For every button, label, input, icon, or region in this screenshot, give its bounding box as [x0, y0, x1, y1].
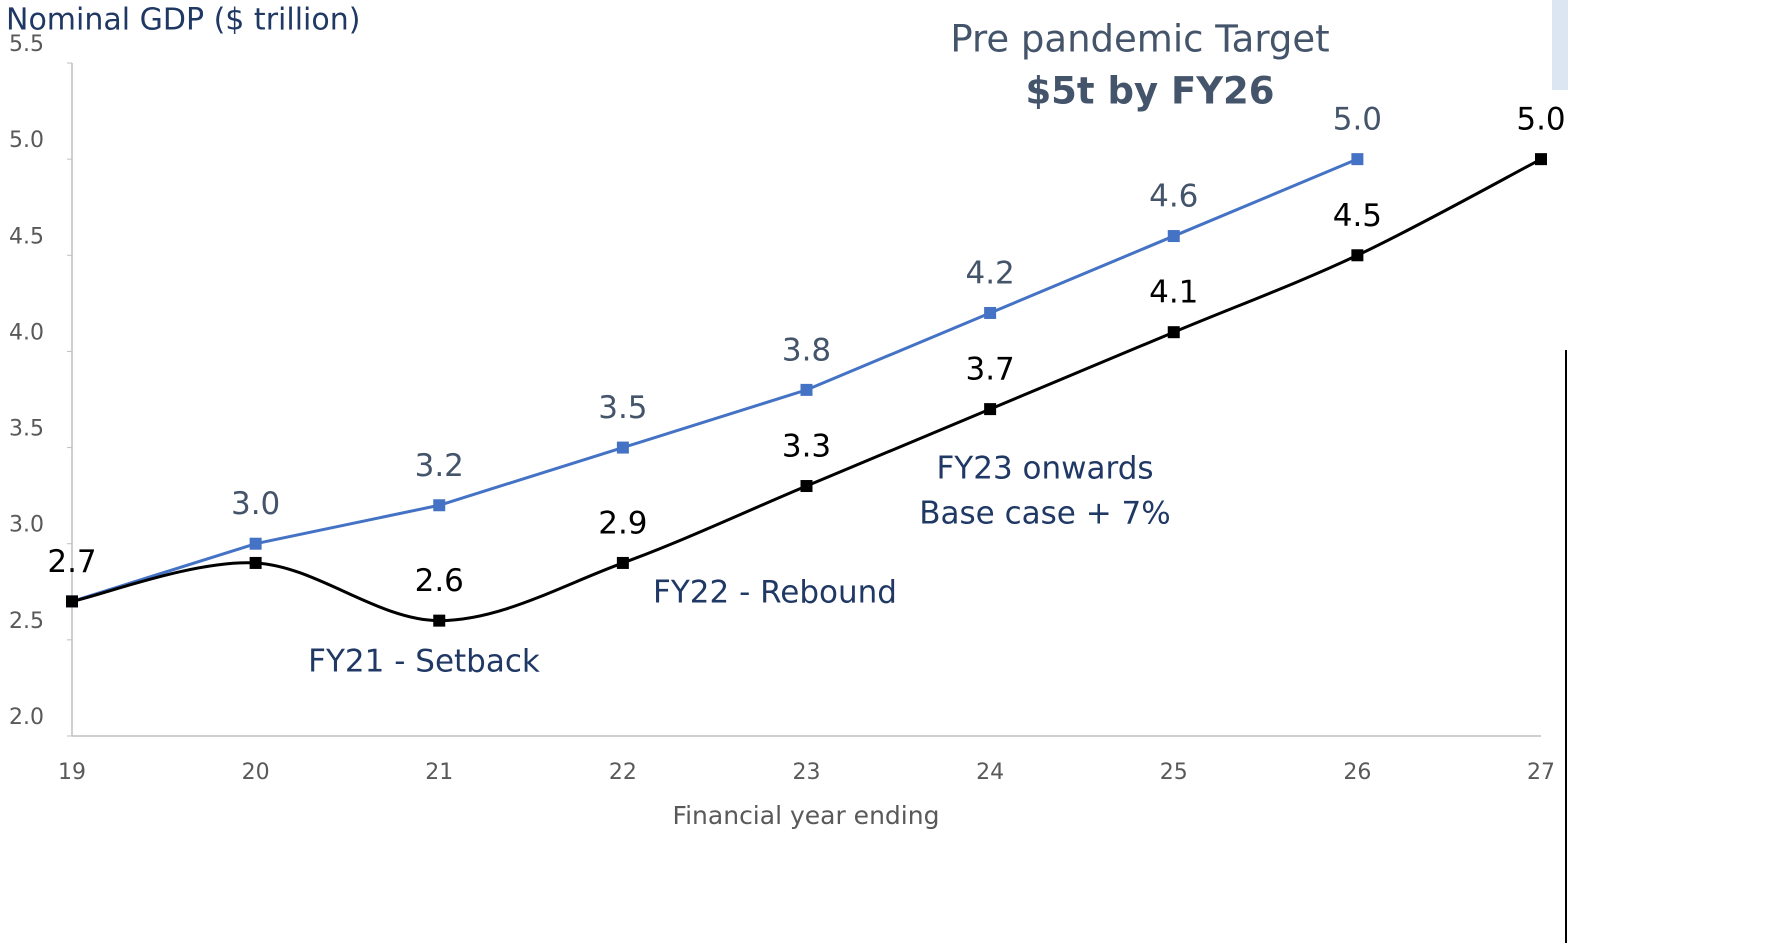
y-tick-label: 3.0 — [9, 513, 44, 538]
value-label: 3.3 — [782, 429, 831, 465]
y-tick-label: 2.0 — [9, 705, 44, 730]
marker — [1351, 153, 1364, 166]
y-tick-label: 4.0 — [9, 320, 44, 345]
marker — [616, 556, 629, 569]
value-label: 5.0 — [1516, 102, 1565, 138]
value-label: 3.0 — [231, 486, 280, 522]
marker — [1535, 153, 1547, 166]
annotation: FY22 - Rebound — [653, 575, 897, 611]
y-tick-label: 5.0 — [9, 128, 44, 153]
annotation: FY21 - Setback — [308, 644, 540, 680]
marker — [249, 556, 262, 569]
annotation: FY23 onwards — [936, 451, 1153, 487]
marker — [66, 595, 78, 608]
value-label: 4.5 — [1333, 198, 1382, 234]
marker — [249, 537, 262, 550]
y-tick-label: 4.5 — [9, 224, 44, 249]
x-axis-title: Financial year ending — [673, 801, 940, 830]
decoration — [1552, 0, 1568, 90]
value-label: 2.9 — [598, 505, 647, 541]
value-label: 4.2 — [965, 255, 1014, 291]
value-label: 2.7 — [47, 544, 96, 580]
marker — [800, 480, 813, 493]
marker — [433, 499, 446, 512]
x-tick-label: 27 — [1527, 760, 1555, 785]
marker — [984, 306, 997, 319]
x-tick-label: 26 — [1343, 760, 1371, 785]
annotation: $5t by FY26 — [1025, 70, 1274, 113]
x-tick-label: 21 — [425, 760, 453, 785]
y-axis-title: Nominal GDP ($ trillion) — [6, 3, 360, 38]
value-label: 3.8 — [782, 332, 831, 368]
x-tick-label: 24 — [976, 760, 1004, 785]
value-label: 3.5 — [598, 390, 647, 426]
series-line — [71, 157, 1358, 603]
y-tick-label: 2.5 — [9, 609, 44, 634]
value-label: 3.7 — [965, 352, 1014, 388]
x-tick-label: 20 — [242, 760, 270, 785]
marker — [1167, 230, 1180, 243]
marker — [616, 441, 629, 454]
annotation: Base case + 7% — [919, 496, 1170, 532]
y-tick-label: 3.5 — [9, 417, 44, 442]
y-tick-label: 5.5 — [9, 32, 44, 57]
annotation: Pre pandemic Target — [950, 18, 1329, 61]
value-label: 5.0 — [1333, 102, 1382, 138]
marker — [1167, 326, 1180, 339]
marker — [433, 614, 446, 627]
x-tick-label: 22 — [609, 760, 637, 785]
marker — [984, 403, 997, 416]
value-label: 4.6 — [1149, 179, 1198, 215]
value-label: 3.2 — [415, 448, 464, 484]
value-label: 4.1 — [1149, 275, 1198, 311]
marker — [800, 383, 813, 396]
marker — [1351, 249, 1364, 262]
value-label: 2.6 — [415, 563, 464, 599]
x-tick-label: 25 — [1160, 760, 1188, 785]
x-tick-label: 19 — [58, 760, 86, 785]
x-tick-label: 23 — [793, 760, 821, 785]
